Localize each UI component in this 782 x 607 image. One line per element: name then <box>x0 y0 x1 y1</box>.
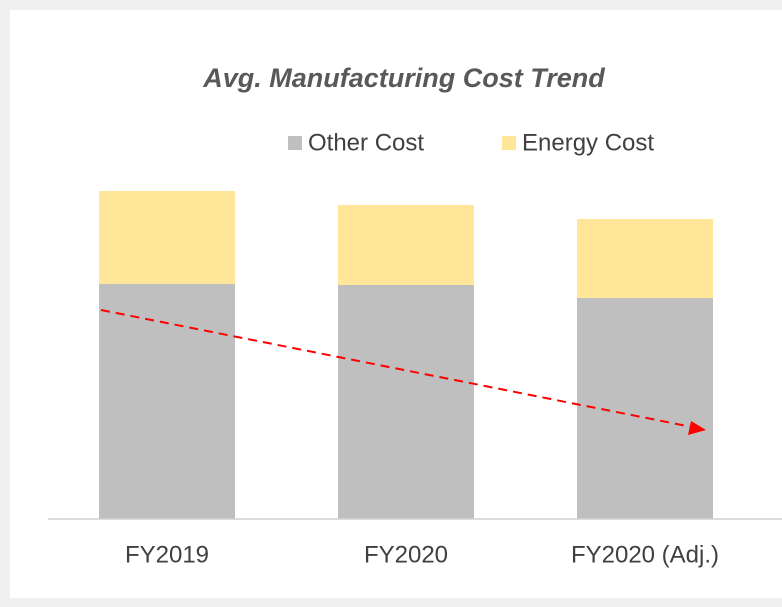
bar-segment <box>99 191 235 284</box>
bar-segment <box>577 298 713 519</box>
legend-label: Energy Cost <box>522 129 654 156</box>
bar-segment <box>338 205 474 285</box>
bars <box>99 191 713 519</box>
legend-swatch <box>502 136 516 150</box>
x-tick-label: FY2019 <box>125 541 209 568</box>
bar-segment <box>99 284 235 519</box>
trend-line <box>100 309 693 428</box>
bar-segment <box>577 219 713 298</box>
chart-title: Avg. Manufacturing Cost Trend <box>202 63 605 93</box>
x-tick-label: FY2020 <box>364 541 448 568</box>
bar-segment <box>338 285 474 519</box>
trend-arrow <box>100 309 706 435</box>
arrow-head <box>688 421 706 435</box>
legend-label: Other Cost <box>308 129 424 156</box>
legend-swatch <box>288 136 302 150</box>
x-tick-label: FY2020 (Adj.) <box>571 541 719 568</box>
